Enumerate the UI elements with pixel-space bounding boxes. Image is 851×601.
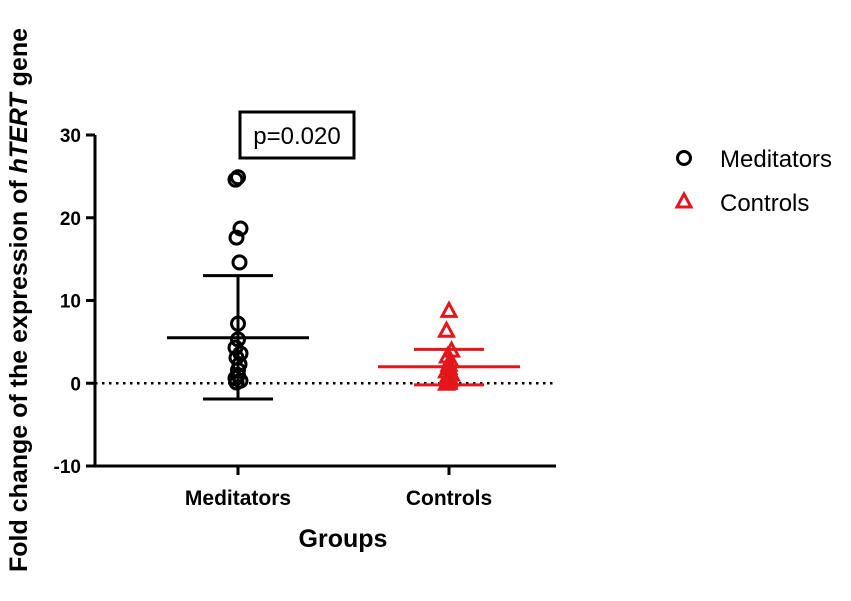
data-points: [227, 169, 462, 391]
legend-controls-marker: [674, 190, 694, 209]
y-axis-title-part-2: gene: [5, 28, 33, 93]
y-axis-title: Fold change of the expression of hTERT g…: [5, 28, 33, 572]
y-axis-title-part-1: Fold change of the expression of: [5, 173, 33, 572]
data-point-meditators: [230, 169, 246, 186]
data-point-controls: [436, 320, 457, 338]
data-point-meditators: [227, 171, 244, 188]
p-value-annotation: p=0.020: [238, 110, 356, 160]
legend: Meditators Controls: [674, 146, 832, 217]
axes: -10 0 10 20 30 Meditators Controls: [54, 126, 556, 510]
y-axis-title-italic: hTERT: [5, 91, 33, 174]
y-tick-label: 0: [70, 374, 81, 395]
x-tick-label: Controls: [406, 487, 492, 510]
legend-meditators-label: Meditators: [720, 146, 832, 173]
y-tick-label: 30: [60, 126, 81, 147]
data-point-meditators: [231, 254, 248, 271]
y-tick-label: 20: [60, 209, 81, 230]
p-value-box: [238, 110, 356, 160]
data-point-meditators: [232, 220, 249, 237]
y-tick-label: 10: [60, 292, 81, 313]
legend-meditators-marker: [676, 150, 692, 166]
x-axis-title: Groups: [299, 525, 388, 553]
data-point-meditators: [232, 345, 249, 362]
y-tick-label: -10: [54, 457, 81, 478]
legend-controls-label: Controls: [720, 190, 809, 217]
error-bars: [167, 274, 520, 401]
x-tick-label: Meditators: [185, 487, 291, 510]
data-point-controls: [439, 300, 459, 318]
data-point-meditators: [228, 229, 245, 246]
p-value-text: p=0.020: [253, 123, 340, 150]
